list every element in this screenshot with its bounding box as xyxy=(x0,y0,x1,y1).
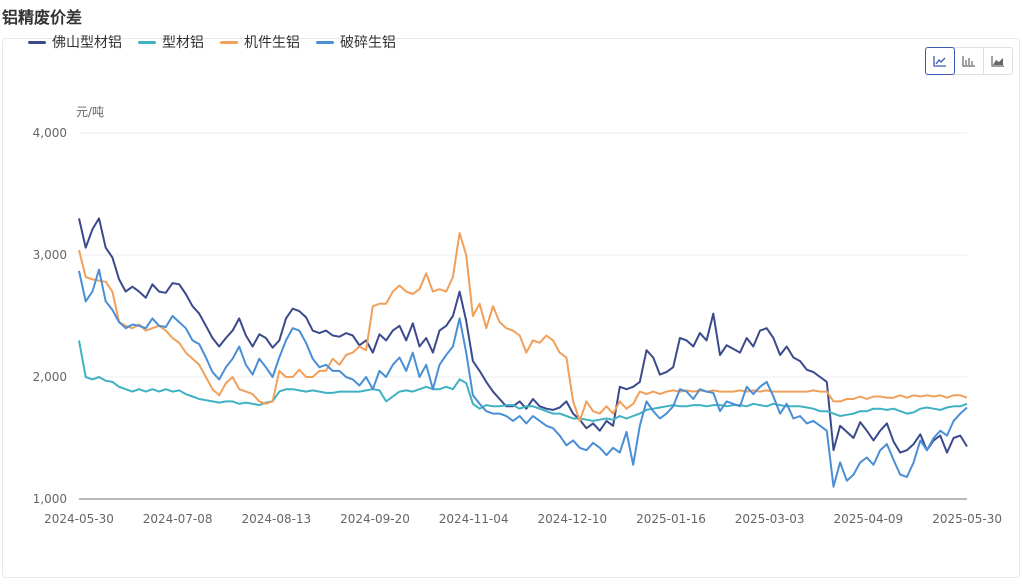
legend-label: 机件生铝 xyxy=(244,35,300,51)
y-tick-label: 4,000 xyxy=(33,126,67,140)
x-tick-label: 2025-01-16 xyxy=(636,512,706,526)
y-tick-label: 1,000 xyxy=(33,492,67,506)
legend-swatch xyxy=(220,40,238,44)
legend-item[interactable]: 机件生铝 xyxy=(220,32,300,52)
x-tick-label: 2024-07-08 xyxy=(143,512,213,526)
y-tick-label: 3,000 xyxy=(33,248,67,262)
page-title: 铝精废价差 xyxy=(2,8,83,27)
legend-swatch xyxy=(138,40,156,44)
x-tick-label: 2024-09-20 xyxy=(340,512,410,526)
series-line-4[interactable] xyxy=(78,268,968,488)
chart-card xyxy=(2,38,1020,578)
y-tick-label: 2,000 xyxy=(33,370,67,384)
area-chart-icon xyxy=(991,56,1004,67)
chart-type-toolbar xyxy=(925,47,1013,75)
x-tick-label: 2024-05-30 xyxy=(44,512,114,526)
legend-label: 型材铝 xyxy=(162,35,204,51)
legend-item[interactable]: 佛山型材铝 xyxy=(28,32,122,52)
legend-swatch xyxy=(28,40,46,44)
x-tick-label: 2025-05-30 xyxy=(932,512,1002,526)
area-chart-button[interactable] xyxy=(983,48,1012,74)
x-tick-label: 2024-12-10 xyxy=(537,512,607,526)
x-tick-label: 2024-11-04 xyxy=(439,512,509,526)
bar-chart-button[interactable] xyxy=(954,48,983,74)
legend-label: 佛山型材铝 xyxy=(52,35,122,51)
x-tick-label: 2025-03-03 xyxy=(735,512,805,526)
series-line-1[interactable] xyxy=(78,217,968,454)
line-chart-icon xyxy=(933,56,946,67)
series-line-2[interactable] xyxy=(78,340,968,422)
y-axis-unit: 元/吨 xyxy=(76,105,105,119)
legend-label: 破碎生铝 xyxy=(340,35,396,51)
legend-item[interactable]: 型材铝 xyxy=(138,32,204,52)
x-tick-label: 2024-08-13 xyxy=(241,512,311,526)
chart-legend: 佛山型材铝 型材铝 机件生铝 破碎生铝 xyxy=(28,32,396,52)
x-tick-label: 2025-04-09 xyxy=(833,512,903,526)
bar-chart-icon xyxy=(962,56,975,67)
legend-swatch xyxy=(316,40,334,44)
legend-item[interactable]: 破碎生铝 xyxy=(316,32,396,52)
line-chart-button[interactable] xyxy=(925,47,955,75)
series-line-3[interactable] xyxy=(78,232,968,422)
